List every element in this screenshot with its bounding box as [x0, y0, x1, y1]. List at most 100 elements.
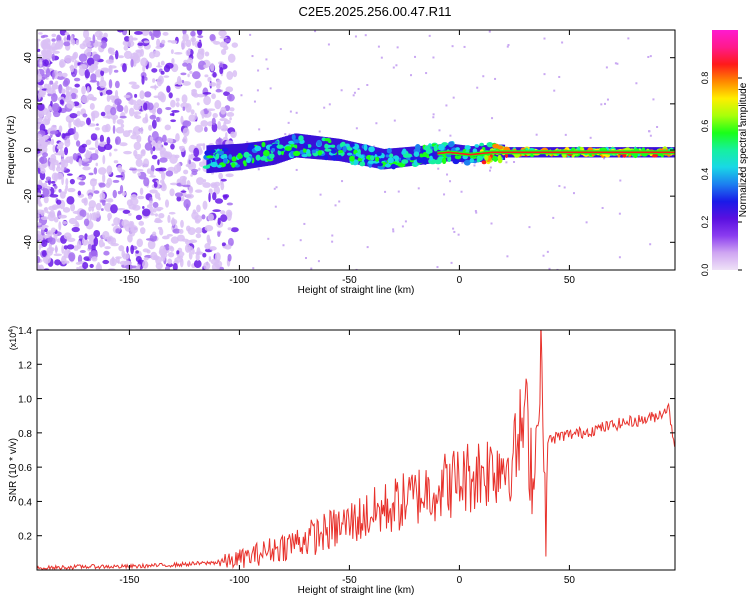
signal-blob: [390, 163, 397, 170]
snr-y-tick-label: 0.8: [18, 429, 32, 440]
noise-speckle: [180, 219, 184, 228]
snr-y-tick-label: 0.2: [18, 532, 32, 543]
noise-speckle: [135, 50, 143, 58]
noise-speckle: [449, 134, 452, 137]
signal-blob: [301, 153, 309, 158]
noise-speckle: [452, 227, 455, 230]
noise-speckle: [147, 102, 154, 111]
signal-blob: [263, 149, 270, 157]
noise-speckle: [130, 244, 135, 255]
signal-blob: [344, 143, 350, 147]
noise-speckle: [167, 214, 171, 224]
noise-speckle: [98, 79, 107, 89]
noise-speckle: [173, 51, 183, 55]
noise-speckle: [225, 132, 228, 139]
noise-speckle: [305, 257, 308, 260]
spectrogram-y-label: Frequency (Hz): [6, 116, 17, 185]
noise-speckle: [561, 41, 564, 44]
noise-speckle: [482, 75, 485, 78]
noise-speckle: [171, 110, 180, 113]
noise-speckle: [139, 90, 145, 100]
noise-speckle: [190, 37, 197, 43]
noise-speckle: [54, 244, 58, 254]
noise-speckle: [546, 250, 549, 253]
noise-speckle: [70, 88, 79, 95]
noise-speckle: [151, 131, 159, 141]
noise-speckle: [201, 109, 205, 119]
noise-speckle: [474, 209, 477, 212]
signal-blob: [367, 160, 375, 165]
signal-band-cell: [297, 133, 301, 158]
noise-speckle: [79, 250, 86, 253]
noise-speckle: [457, 233, 460, 236]
signal-blob: [492, 155, 498, 162]
noise-speckle: [106, 94, 111, 102]
noise-speckle: [112, 116, 116, 125]
noise-speckle: [224, 244, 232, 250]
noise-speckle: [558, 185, 561, 188]
noise-speckle: [149, 200, 153, 207]
noise-speckle: [210, 183, 218, 189]
noise-speckle: [68, 217, 78, 225]
noise-speckle: [223, 194, 228, 200]
noise-speckle: [473, 164, 476, 167]
signal-blob: [255, 154, 261, 161]
noise-speckle: [176, 196, 182, 202]
noise-speckle: [37, 249, 40, 256]
noise-speckle: [163, 151, 173, 160]
noise-speckle: [136, 238, 143, 248]
signal-band-cell: [323, 137, 327, 160]
noise-speckle: [169, 188, 175, 197]
noise-speckle: [461, 161, 464, 164]
noise-speckle: [66, 173, 73, 176]
spectrogram-x-tick-label: -100: [229, 275, 249, 286]
noise-speckle: [58, 188, 62, 193]
signal-blob: [206, 164, 210, 168]
signal-band-cell: [257, 141, 261, 168]
noise-speckle: [73, 131, 79, 141]
signal-blob: [423, 158, 428, 165]
noise-speckle: [180, 72, 187, 76]
noise-speckle: [37, 200, 40, 205]
signal-blob: [469, 158, 475, 163]
snr-x-tick-label: 0: [457, 575, 463, 586]
noise-speckle: [40, 216, 49, 221]
noise-speckle: [61, 220, 68, 225]
noise-speckle: [82, 113, 88, 118]
noise-speckle: [63, 41, 71, 47]
noise-speckle: [114, 80, 120, 89]
noise-speckle: [137, 195, 145, 200]
noise-speckle: [198, 167, 201, 171]
noise-speckle: [191, 71, 201, 80]
noise-speckle: [220, 214, 228, 222]
noise-speckle: [257, 69, 260, 72]
noise-speckle: [295, 111, 298, 114]
noise-speckle: [142, 208, 151, 217]
noise-speckle: [211, 117, 216, 126]
noise-speckle: [37, 48, 41, 53]
signal-blob: [363, 144, 368, 151]
noise-speckle: [548, 267, 551, 270]
noise-speckle: [45, 68, 51, 78]
noise-speckle: [82, 262, 89, 270]
noise-speckle: [165, 170, 174, 177]
noise-speckle: [130, 225, 139, 234]
noise-speckle: [226, 70, 234, 80]
spectrogram-y-tick-label: 40: [23, 52, 34, 64]
noise-speckle: [203, 95, 211, 106]
noise-speckle: [51, 53, 55, 62]
noise-speckle: [37, 213, 40, 218]
noise-speckle: [196, 247, 201, 256]
noise-speckle: [543, 73, 546, 76]
snr-x-tick-label: -100: [229, 575, 249, 586]
noise-speckle: [154, 213, 158, 217]
noise-speckle: [113, 160, 119, 164]
noise-speckle: [42, 59, 49, 67]
signal-blob: [479, 142, 485, 147]
noise-speckle: [187, 227, 196, 236]
noise-speckle: [267, 237, 270, 240]
noise-speckle: [58, 221, 62, 231]
noise-speckle: [197, 35, 204, 39]
signal-band-cell: [207, 145, 211, 173]
noise-speckle: [649, 134, 652, 137]
